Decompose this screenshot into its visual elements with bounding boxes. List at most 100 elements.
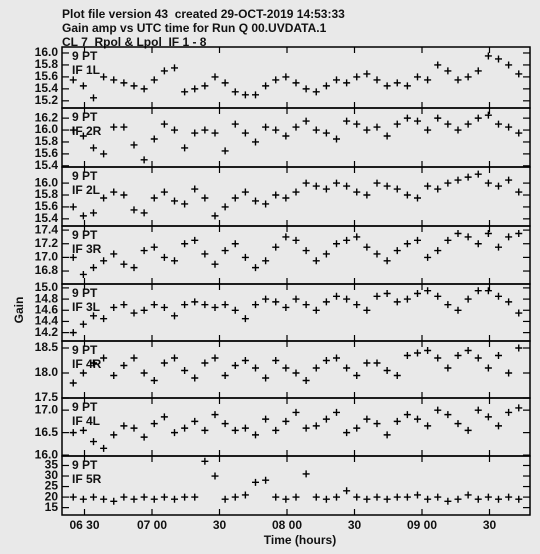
data-point [312,364,320,372]
header-line: Plot file version 43 created 29-OCT-2019… [62,7,345,21]
data-point [292,295,300,303]
data-point [302,247,310,255]
data-point [403,493,411,501]
data-point [241,91,249,99]
data-point [302,470,310,478]
data-point [130,309,138,317]
data-point [312,257,320,265]
data-point [150,495,158,503]
data-point [454,176,462,184]
data-point [150,243,158,251]
data-point [231,240,239,248]
data-point [160,493,168,501]
data-point [252,197,259,205]
data-point [120,79,128,87]
data-point [79,369,87,377]
data-point [444,497,452,505]
data-point [130,264,138,272]
data-point [272,357,280,364]
data-point [110,123,118,131]
data-point [272,243,280,251]
data-point [120,260,128,268]
data-point [505,233,513,241]
data-point [444,364,452,372]
data-point [211,260,219,268]
x-tick-label: 08 00 [272,518,302,532]
data-point [252,301,259,309]
data-point [414,194,421,202]
data-point [100,444,108,452]
data-point [383,290,391,297]
y-tick-label: 15.6 [35,69,59,83]
y-tick-label: 16.2 [35,110,59,124]
data-point [79,212,87,220]
header-line: Gain amp vs UTC time for Run Q 00.UVDATA… [62,21,327,35]
data-point [181,144,189,152]
data-point [150,301,158,309]
x-tick-label: 06 30 [69,518,99,532]
data-point [181,301,189,309]
data-point [383,367,391,374]
data-point [120,362,128,369]
data-point [100,73,108,81]
data-point [130,206,138,214]
data-point [201,194,209,202]
y-tick-label: 25 [45,479,59,493]
data-point [69,126,77,134]
data-point [191,374,199,382]
data-point [444,236,452,244]
data-point [474,354,482,362]
data-point [444,120,452,128]
data-point [353,372,361,379]
data-point [302,85,310,93]
data-point [272,126,280,134]
y-tick-label: 16.0 [35,122,59,136]
data-point [505,61,513,69]
data-point [90,312,97,320]
data-point [393,372,401,379]
data-point [292,369,300,377]
data-point [191,417,199,425]
data-point [160,188,168,196]
data-point [171,429,178,437]
data-point [343,117,351,125]
data-point [191,493,199,501]
panel-label: IF 4R [72,357,102,371]
data-point [464,73,472,81]
data-point [150,135,158,143]
data-point [495,292,502,300]
data-point [434,493,442,501]
data-point [322,357,330,364]
data-point [79,495,87,503]
data-point [434,185,442,193]
data-point [191,185,199,193]
header-line: CL 7 Rpol & Lpol IF 1 - 8 [62,35,207,49]
data-point [333,292,340,300]
y-tick-label: 35 [45,458,59,472]
data-point [231,194,239,202]
data-point [495,422,502,430]
data-point [373,76,381,84]
data-point [322,82,330,90]
data-point [69,493,77,501]
data-point [262,476,270,484]
data-point [383,82,391,90]
data-point [414,349,421,357]
data-point [322,185,330,193]
data-point [363,495,371,503]
data-point [201,426,209,434]
data-point [221,420,229,428]
data-point [241,129,249,137]
data-point [252,431,259,439]
data-point [110,250,118,258]
panel-label: IF 2L [72,183,100,197]
data-point [403,82,411,90]
data-point [211,354,219,362]
data-point [191,85,199,93]
y-tick-label: 15.4 [35,81,59,95]
data-point [282,303,290,311]
data-point [484,179,492,187]
data-point [90,359,97,367]
data-point [312,493,320,501]
data-point [140,433,148,441]
